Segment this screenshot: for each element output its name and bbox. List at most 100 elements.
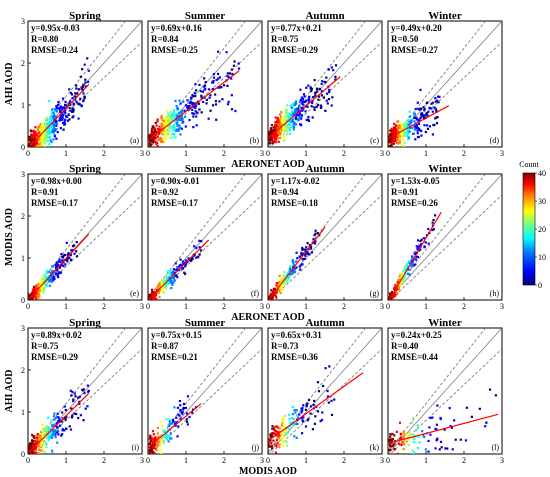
data-point bbox=[47, 439, 50, 442]
correlation-value: R=0.92 bbox=[151, 187, 179, 197]
data-point bbox=[270, 442, 273, 445]
data-point bbox=[283, 426, 286, 429]
data-point bbox=[38, 288, 42, 291]
data-point bbox=[407, 272, 410, 276]
data-point bbox=[283, 429, 286, 433]
data-point bbox=[211, 104, 215, 107]
data-point bbox=[281, 422, 284, 425]
data-point bbox=[181, 117, 184, 120]
data-point bbox=[37, 444, 40, 447]
data-point bbox=[62, 113, 65, 116]
data-point bbox=[275, 291, 279, 294]
data-point bbox=[83, 95, 86, 98]
data-point bbox=[470, 415, 474, 418]
data-point bbox=[390, 144, 393, 147]
data-point bbox=[150, 132, 153, 135]
data-point bbox=[40, 290, 43, 294]
data-point bbox=[164, 434, 167, 438]
data-point bbox=[389, 445, 392, 448]
data-point bbox=[87, 390, 90, 393]
data-point bbox=[394, 136, 398, 139]
data-point bbox=[68, 102, 71, 105]
data-point bbox=[61, 433, 64, 436]
data-point bbox=[168, 269, 172, 272]
data-point bbox=[156, 291, 159, 294]
y-tick-label: 1 bbox=[21, 408, 25, 417]
data-point bbox=[271, 131, 274, 134]
ee-lower-line bbox=[269, 348, 382, 454]
data-point bbox=[270, 432, 273, 435]
data-point bbox=[194, 89, 198, 92]
data-point bbox=[40, 429, 43, 432]
data-point bbox=[319, 104, 322, 107]
data-point bbox=[289, 265, 292, 268]
data-point bbox=[424, 448, 427, 451]
data-point bbox=[172, 112, 176, 115]
data-point bbox=[411, 256, 414, 259]
data-point bbox=[313, 106, 316, 109]
data-point bbox=[415, 429, 418, 432]
data-point bbox=[184, 104, 188, 107]
data-point bbox=[268, 295, 270, 299]
data-point bbox=[43, 286, 46, 290]
data-point bbox=[38, 452, 41, 454]
data-point bbox=[188, 105, 191, 108]
panel-title: Winter bbox=[428, 10, 462, 22]
data-point bbox=[400, 143, 403, 146]
data-point bbox=[390, 137, 394, 141]
panel-label: (c) bbox=[370, 136, 379, 145]
data-point bbox=[225, 51, 228, 54]
data-point bbox=[184, 264, 187, 268]
data-point bbox=[39, 443, 42, 446]
y-tick-label: 0 bbox=[21, 450, 25, 459]
data-point bbox=[80, 86, 83, 89]
data-point bbox=[422, 106, 425, 109]
data-point bbox=[38, 142, 41, 145]
data-point bbox=[416, 248, 419, 251]
data-point bbox=[166, 438, 169, 441]
data-point bbox=[291, 110, 294, 113]
data-point bbox=[281, 436, 284, 440]
data-point bbox=[61, 121, 65, 125]
data-point bbox=[405, 272, 409, 275]
data-point bbox=[294, 411, 297, 414]
data-point bbox=[49, 131, 52, 135]
data-point bbox=[29, 138, 33, 141]
one-to-one-line bbox=[388, 174, 502, 300]
data-point bbox=[270, 132, 273, 135]
data-point bbox=[399, 125, 402, 128]
data-point bbox=[272, 140, 275, 143]
regression-equation: y=0.98x+0.00 bbox=[31, 176, 82, 186]
data-point bbox=[181, 412, 184, 415]
data-point bbox=[314, 415, 317, 418]
data-point bbox=[178, 399, 182, 403]
data-point bbox=[32, 447, 35, 450]
data-point bbox=[38, 437, 41, 440]
data-point bbox=[57, 100, 60, 104]
data-point bbox=[65, 241, 68, 244]
data-point bbox=[311, 116, 314, 119]
data-point bbox=[155, 298, 158, 300]
data-point bbox=[54, 116, 57, 120]
data-point bbox=[290, 115, 293, 118]
data-point bbox=[464, 439, 468, 442]
data-point bbox=[150, 436, 153, 439]
data-point bbox=[301, 258, 304, 261]
data-point bbox=[395, 430, 398, 433]
data-point bbox=[326, 395, 330, 398]
data-point bbox=[270, 293, 273, 296]
data-point bbox=[39, 437, 43, 440]
x-tick-label: 3 bbox=[500, 302, 504, 311]
data-point bbox=[164, 131, 167, 134]
data-point bbox=[443, 428, 446, 431]
data-point bbox=[161, 424, 164, 427]
data-point bbox=[73, 412, 76, 415]
data-point bbox=[419, 239, 422, 243]
rmse-value: RMSE=0.17 bbox=[151, 198, 198, 208]
data-point bbox=[168, 117, 171, 120]
data-point bbox=[413, 252, 417, 256]
data-point bbox=[292, 423, 295, 426]
data-point bbox=[276, 283, 279, 286]
data-point bbox=[407, 136, 410, 139]
data-point bbox=[431, 133, 435, 136]
